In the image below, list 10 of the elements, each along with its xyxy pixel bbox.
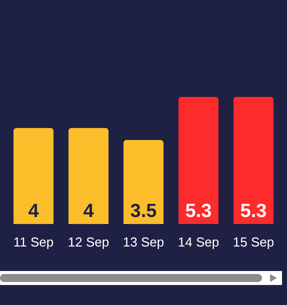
data-label: 5.3	[240, 201, 267, 222]
x-tick-label: 12 Sep	[68, 234, 110, 250]
x-tick-label: 15 Sep	[232, 234, 274, 250]
x-tick-label: 11 Sep	[13, 234, 54, 250]
x-tick-label: 13 Sep	[122, 234, 164, 250]
data-label: 5.3	[185, 201, 212, 222]
x-tick-label: 14 Sep	[178, 234, 220, 250]
data-label: 3.5	[130, 201, 158, 222]
data-label: 4	[28, 201, 40, 222]
data-label: 4	[83, 201, 94, 222]
